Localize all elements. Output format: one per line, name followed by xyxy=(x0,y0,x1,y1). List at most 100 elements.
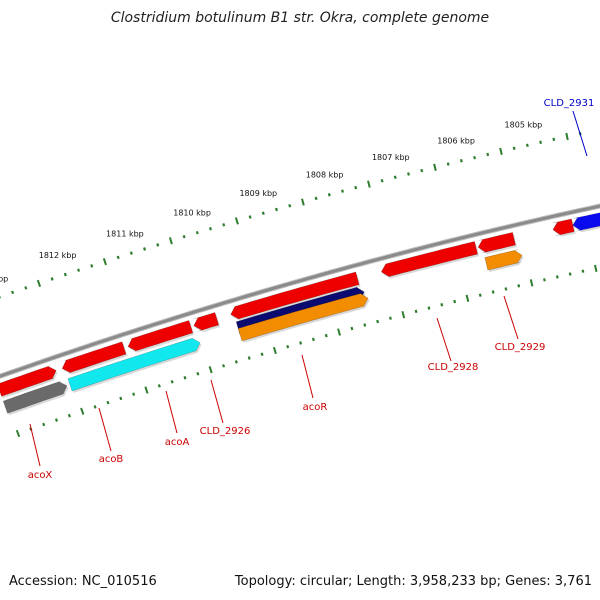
major-tick xyxy=(102,257,107,266)
minor-tick xyxy=(380,179,384,183)
minor-tick xyxy=(54,418,59,422)
kbp-label: 1808 kbp xyxy=(306,170,344,179)
gene-arrow xyxy=(552,218,575,237)
major-tick xyxy=(337,328,341,336)
minor-tick xyxy=(63,272,67,277)
minor-tick xyxy=(156,243,160,247)
gene-label: acoA xyxy=(165,437,190,448)
minor-tick xyxy=(459,159,463,163)
major-tick xyxy=(367,180,371,188)
minor-tick xyxy=(555,275,559,279)
minor-tick xyxy=(512,146,516,151)
gene-label: CLD_2931 xyxy=(544,98,595,109)
minor-tick xyxy=(427,306,431,310)
major-tick xyxy=(465,294,470,302)
leader-line xyxy=(503,295,519,340)
minor-tick xyxy=(491,290,495,294)
kbp-label: 1812 kbp xyxy=(39,251,77,260)
gene-label: acoX xyxy=(28,470,53,481)
major-tick xyxy=(401,311,406,319)
minor-tick xyxy=(222,223,226,227)
minor-tick xyxy=(196,371,200,376)
major-tick xyxy=(234,217,239,225)
outer-tick-ring xyxy=(0,131,582,299)
minor-tick xyxy=(393,175,397,179)
minor-tick xyxy=(183,375,187,380)
gene-label: CLD_2926 xyxy=(200,426,251,437)
gene-arrow xyxy=(67,337,201,392)
minor-tick xyxy=(473,155,476,160)
gene-arrow xyxy=(61,341,127,374)
leader-line xyxy=(165,390,178,434)
leader-line xyxy=(210,379,224,424)
minor-tick xyxy=(222,364,226,368)
minor-tick xyxy=(568,272,572,276)
major-tick xyxy=(80,407,85,415)
minor-tick xyxy=(350,326,354,331)
minor-tick xyxy=(261,211,265,215)
minor-tick xyxy=(486,152,490,157)
kbp-label: 1810 kbp xyxy=(173,209,211,218)
minor-tick xyxy=(526,143,529,148)
kbp-label: 1809 kbp xyxy=(239,189,277,198)
gene-arrow xyxy=(572,212,600,232)
minor-tick xyxy=(42,422,46,427)
major-tick xyxy=(499,147,503,156)
major-tick xyxy=(301,198,305,206)
minor-tick xyxy=(24,286,28,290)
leader-line xyxy=(29,423,41,467)
minor-tick xyxy=(106,400,110,405)
minor-tick xyxy=(552,137,556,142)
minor-tick xyxy=(93,405,97,409)
minor-tick xyxy=(182,234,186,239)
major-tick xyxy=(565,132,569,141)
minor-tick xyxy=(157,384,161,388)
map-title: Clostridium botulinum B1 str. Okra, comp… xyxy=(110,10,490,26)
minor-tick xyxy=(440,303,444,307)
minor-tick xyxy=(453,299,457,304)
minor-tick xyxy=(420,168,424,173)
minor-tick xyxy=(299,341,303,345)
leader-line xyxy=(572,110,588,157)
kbp-label: 1806 kbp xyxy=(437,137,475,146)
gene-label: CLD_2928 xyxy=(428,362,479,373)
minor-tick xyxy=(129,251,133,255)
minor-tick xyxy=(234,360,238,364)
kbp-label: 1805 kbp xyxy=(505,121,543,130)
minor-tick xyxy=(478,293,482,297)
major-tick xyxy=(208,366,213,374)
minor-tick xyxy=(414,309,418,314)
minor-tick xyxy=(170,380,174,384)
major-tick xyxy=(272,346,277,355)
minor-tick xyxy=(314,196,318,201)
major-tick xyxy=(529,279,534,287)
minor-tick xyxy=(446,162,450,166)
minor-tick xyxy=(581,269,585,273)
minor-tick xyxy=(288,204,292,208)
minor-tick xyxy=(248,215,252,219)
minor-tick xyxy=(539,140,542,145)
gene-arrow xyxy=(230,271,360,320)
minor-tick xyxy=(50,277,54,281)
minor-tick xyxy=(311,337,315,342)
major-tick xyxy=(15,429,21,438)
minor-tick xyxy=(363,323,367,327)
gene-arrow xyxy=(127,320,194,352)
minor-tick xyxy=(143,247,147,251)
minor-tick xyxy=(389,316,392,320)
gene-arrow xyxy=(484,249,523,271)
gene-arrow xyxy=(2,380,68,414)
backbone-group xyxy=(0,203,600,379)
leader-line xyxy=(98,407,112,452)
gene-arrow xyxy=(193,312,220,332)
minor-tick xyxy=(195,230,199,235)
minor-tick xyxy=(132,392,136,396)
major-tick xyxy=(433,163,437,171)
accession-text: Accession: NC_010516 xyxy=(9,574,157,589)
kbp-label: 1811 kbp xyxy=(106,229,144,238)
minor-tick xyxy=(543,278,546,282)
minor-tick xyxy=(376,319,380,324)
gene-arrow xyxy=(380,241,478,277)
major-tick xyxy=(168,237,173,245)
